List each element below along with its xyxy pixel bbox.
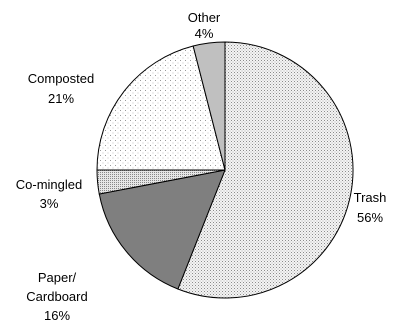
pie-slice-paper-cardboard xyxy=(98,169,226,290)
pie-slice-composted xyxy=(96,45,226,171)
slice-label-trash: Trash xyxy=(354,190,387,205)
slice-value-other: 4% xyxy=(195,26,214,41)
pie-slice-trash xyxy=(177,41,354,299)
slice-value-composted: 21% xyxy=(48,91,74,106)
slice-value-paper: 16% xyxy=(44,308,70,322)
slice-label-paper-line1: Paper/ xyxy=(38,270,77,285)
slice-value-trash: 56% xyxy=(357,210,383,225)
slice-label-paper-line2: Cardboard xyxy=(26,289,87,304)
slice-label-other: Other xyxy=(188,10,221,25)
slice-label-composted: Composted xyxy=(28,71,94,86)
slice-value-co-mingled: 3% xyxy=(40,196,59,211)
pie-slice-other xyxy=(192,41,226,171)
pie-slices xyxy=(96,41,354,299)
slice-label-co-mingled: Co-mingled xyxy=(16,177,82,192)
